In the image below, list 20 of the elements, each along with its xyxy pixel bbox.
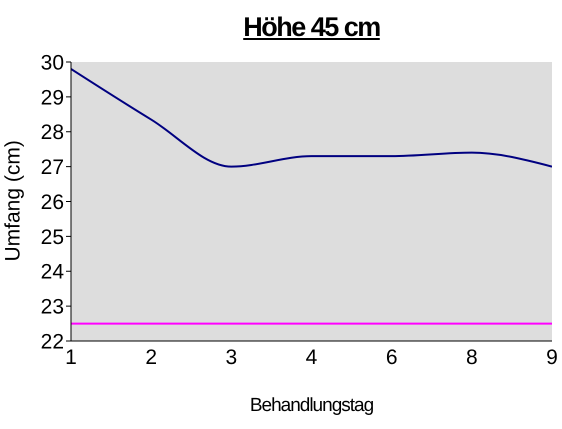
chart-title: Höhe 45 cm [242,12,381,43]
x-tick-label: 1 [65,346,77,369]
y-axis-title: Umfang (cm) [1,140,24,262]
y-tick-label: 27 [40,156,64,180]
y-tick-label: 24 [40,260,64,284]
x-tick-label: 9 [546,346,558,369]
x-tick-label: 3 [225,346,238,369]
x-tick-label: 6 [386,346,398,369]
x-tick-label: 2 [145,346,158,369]
y-tick-label: 23 [40,296,64,319]
y-tick-label: 28 [40,121,64,144]
y-tick-label: 22 [40,330,64,354]
x-tick-label: 8 [466,346,478,369]
line-series [71,68,552,168]
y-tick-label: 29 [40,86,64,110]
x-tick-label: 4 [306,346,318,369]
y-tick-label: 26 [40,190,64,214]
x-axis-title: Behandlungstag [250,395,374,416]
y-tick-label: 25 [40,226,64,249]
y-tick-label: 30 [40,51,64,74]
